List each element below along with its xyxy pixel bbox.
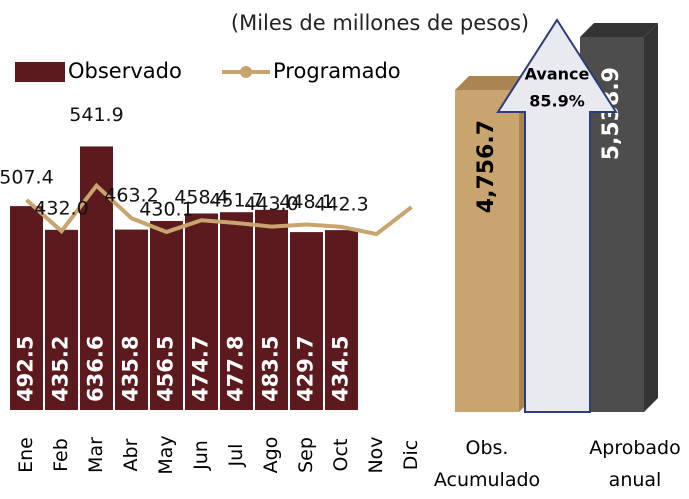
x-tick-label: Abr bbox=[120, 438, 142, 471]
bar bbox=[455, 89, 519, 412]
x-tick-label: Nov bbox=[365, 436, 387, 473]
bar bbox=[325, 230, 358, 410]
legend-label: Observado bbox=[68, 59, 182, 83]
bar bbox=[115, 229, 148, 410]
subtitle: (Miles de millones de pesos) bbox=[231, 11, 529, 35]
bar bbox=[220, 212, 253, 410]
x-tick-label: Oct bbox=[330, 439, 352, 472]
bar bbox=[45, 229, 78, 410]
bar-value-label: 636.6 bbox=[84, 336, 108, 402]
bar-value-label: 477.8 bbox=[224, 336, 248, 402]
x-tick-label: Feb bbox=[50, 438, 72, 472]
line-value-label: 432.0 bbox=[34, 198, 88, 220]
line-value-label: 463.2 bbox=[104, 185, 158, 207]
progress-arrow bbox=[496, 18, 618, 413]
bar-value-label: 456.5 bbox=[154, 336, 178, 402]
line-value-label: 507.4 bbox=[0, 166, 54, 188]
bar-value-label: 474.7 bbox=[189, 336, 213, 402]
bar bbox=[290, 232, 323, 410]
line-value-label: 448.1 bbox=[279, 191, 333, 213]
x-tick-label: Jul bbox=[225, 444, 247, 468]
bar-value-label: 435.8 bbox=[119, 336, 143, 402]
line-value-label: 458.4 bbox=[174, 187, 228, 209]
x-tick-label: Dic bbox=[400, 440, 422, 470]
annotation-label: Avance bbox=[525, 65, 590, 84]
annotation-value: 85.9% bbox=[529, 92, 585, 111]
bar-value-label: 492.5 bbox=[14, 336, 38, 402]
bar-value-label: 5,538.9 bbox=[599, 67, 624, 160]
bar-top bbox=[580, 23, 658, 37]
bar bbox=[10, 206, 43, 410]
legend-marker bbox=[240, 66, 252, 78]
bar-value-label: 429.7 bbox=[294, 336, 318, 402]
bar bbox=[80, 146, 113, 410]
category-label: Obs. Acumulado bbox=[433, 437, 541, 491]
x-tick-label: Ene bbox=[15, 437, 37, 473]
x-tick-label: Mar bbox=[85, 437, 107, 473]
bar-value-label: 4,756.7 bbox=[474, 120, 499, 213]
bar bbox=[185, 213, 218, 410]
category-label: Aprobado anual bbox=[589, 437, 681, 491]
bar-value-label: 483.5 bbox=[259, 336, 283, 402]
bar-value-label: 434.5 bbox=[329, 336, 353, 402]
bar bbox=[255, 209, 288, 410]
bar-value-label: 435.2 bbox=[49, 336, 73, 402]
bar bbox=[150, 221, 183, 410]
x-tick-label: Sep bbox=[295, 437, 317, 473]
line-value-label: 430.1 bbox=[139, 198, 193, 220]
x-tick-label: Ago bbox=[260, 437, 282, 474]
x-tick-label: May bbox=[155, 435, 177, 474]
line-value-label: 451.7 bbox=[209, 189, 263, 211]
legend-label: Programado bbox=[273, 59, 401, 83]
bar-side bbox=[644, 23, 658, 412]
legend-swatch bbox=[15, 62, 65, 82]
x-tick-label: Jun bbox=[190, 440, 212, 471]
line bbox=[25, 182, 413, 237]
line-value-label: 541.9 bbox=[69, 104, 123, 126]
line-value-label: 443.0 bbox=[244, 193, 298, 215]
line-value-label: 442.3 bbox=[314, 193, 368, 215]
